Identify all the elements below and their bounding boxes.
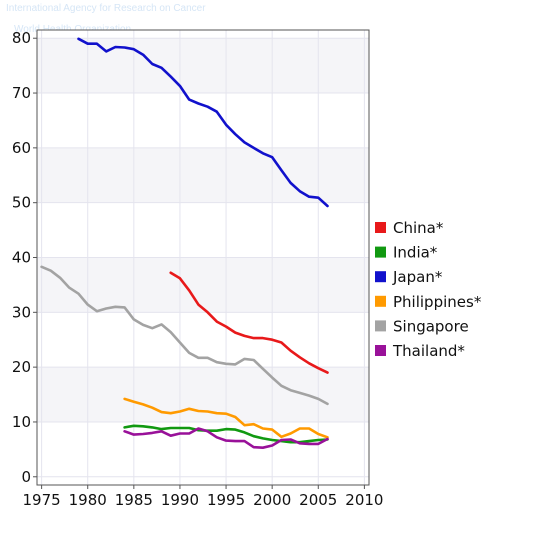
grid-lines [37,30,369,485]
legend-label-0: China* [393,219,444,237]
y-tick-label: 40 [12,249,31,267]
series-line-3 [123,397,329,439]
series-line-5 [123,427,329,450]
legend-label-4: Singapore [393,317,469,335]
legend-label-2: Japan* [392,268,443,286]
y-tick-label: 20 [12,358,31,376]
legend-swatch-5 [375,345,386,356]
x-tick-label: 2000 [253,491,291,509]
grid-band [37,38,369,94]
legend-label-3: Philippines* [393,293,482,311]
y-tick-label: 30 [12,303,31,321]
watermark-agency: International Agency for Research on Can… [6,3,206,14]
legend-swatch-1 [375,246,386,258]
x-tick-label: 2005 [299,491,337,509]
y-tick-label: 50 [12,194,31,212]
legend-label-5: Thailand* [392,342,465,360]
grid-band [37,147,369,203]
x-tick-label: 1990 [161,491,199,509]
x-tick-label: 1995 [207,491,245,509]
series-line-1 [123,424,329,444]
y-tick-label: 70 [12,84,31,102]
legend-label-1: India* [393,244,438,262]
axes: 0 10 20 30 40 50 60 70 80 1975 1980 1985 1990 1995 200… [12,29,384,509]
legend: China* India* Japan* Philippines* Singapore T… [375,219,482,360]
series-line-4 [40,265,329,406]
legend-swatch-0 [375,222,386,233]
y-tick-label: 0 [21,468,31,486]
y-tick-label: 10 [12,413,31,431]
plot-background [37,30,369,485]
legend-swatch-2 [375,271,386,283]
x-tick-label: 1980 [69,491,107,509]
series-line-0 [169,271,329,374]
x-tick-label: 2010 [345,491,383,509]
legend-swatch-4 [375,320,386,332]
x-tick-label: 1985 [115,491,153,509]
grid-band [37,367,369,422]
y-tick-label: 80 [12,29,31,47]
series-line-2 [77,37,329,208]
y-tick-label: 60 [12,139,31,157]
legend-swatch-3 [375,295,386,307]
series-lines [40,37,329,450]
grid-band [37,257,369,313]
x-tick-label: 1975 [23,491,61,509]
